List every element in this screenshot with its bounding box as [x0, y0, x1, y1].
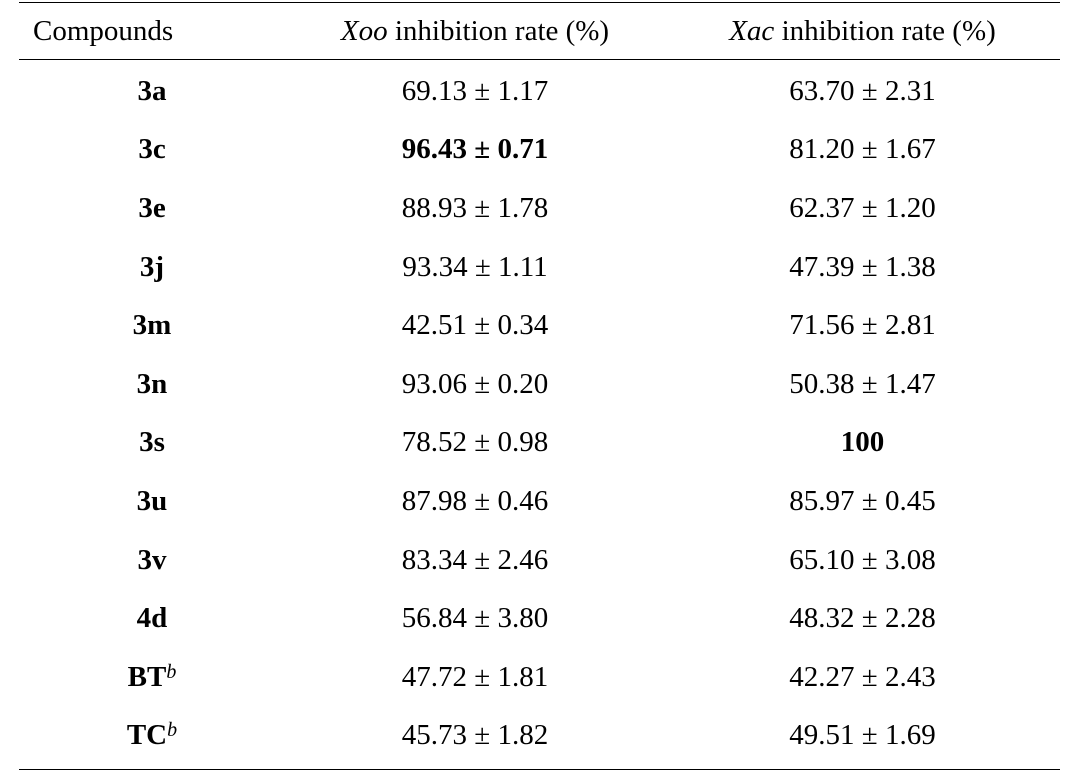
- xoo-cell: 83.34 ± 2.46: [401, 543, 549, 576]
- table-row: 3n 93.06 ± 0.20 50.38 ± 1.47: [19, 355, 1060, 414]
- xac-cell-highlight: 100: [840, 426, 885, 459]
- header-xac-species: Xac: [729, 14, 775, 47]
- compound-cell: 3v: [19, 544, 285, 577]
- xoo-cell: 45.73 ± 1.82: [401, 719, 549, 752]
- header-xac: Xac inhibition rate (%): [665, 15, 1060, 48]
- xoo-cell: 93.06 ± 0.20: [401, 367, 549, 400]
- compound-name: 4d: [136, 602, 168, 635]
- xoo-cell: 42.51 ± 0.34: [401, 309, 549, 342]
- compound-cell: 3a: [19, 75, 285, 108]
- xac-cell: 65.10 ± 3.08: [789, 543, 936, 576]
- header-xoo-species: Xoo: [340, 14, 388, 47]
- xac-cell: 63.70 ± 2.31: [789, 74, 936, 107]
- xoo-cell: 87.98 ± 0.46: [401, 484, 549, 517]
- compound-name: BT: [127, 660, 167, 693]
- table-row: 3s 78.52 ± 0.98 100: [19, 414, 1060, 473]
- compound-name: TC: [126, 719, 168, 752]
- compound-name: 3v: [137, 543, 167, 576]
- compound-name: 3e: [138, 191, 166, 224]
- table-row: 3v 83.34 ± 2.46 65.10 ± 3.08: [19, 531, 1060, 590]
- table-row: 3c 96.43 ± 0.71 81.20 ± 1.67: [19, 121, 1060, 180]
- xac-cell: 85.97 ± 0.45: [789, 484, 936, 517]
- xac-cell: 49.51 ± 1.69: [789, 719, 936, 752]
- xoo-cell: 47.72 ± 1.81: [401, 660, 549, 693]
- table-row: 4d 56.84 ± 3.80 48.32 ± 2.28: [19, 589, 1060, 648]
- footnote-marker: b: [167, 719, 178, 742]
- header-xoo-label: inhibition rate (%): [387, 14, 610, 47]
- compound-cell: BTb: [19, 661, 285, 694]
- table-row: 3e 88.93 ± 1.78 62.37 ± 1.20: [19, 179, 1060, 238]
- xoo-cell: 88.93 ± 1.78: [401, 191, 549, 224]
- compound-cell: 3m: [19, 309, 285, 342]
- compound-cell: 3c: [19, 133, 285, 166]
- compound-name: 3u: [136, 484, 168, 517]
- compound-cell: 3u: [19, 485, 285, 518]
- compound-cell: 3j: [19, 251, 285, 284]
- compound-name: 3n: [136, 367, 168, 400]
- table-row: 3u 87.98 ± 0.46 85.97 ± 0.45: [19, 472, 1060, 531]
- table-row: 3m 42.51 ± 0.34 71.56 ± 2.81: [19, 296, 1060, 355]
- xac-cell: 62.37 ± 1.20: [789, 191, 936, 224]
- top-rule: [19, 2, 1060, 3]
- xac-cell: 42.27 ± 2.43: [789, 660, 936, 693]
- table-row: 3a 69.13 ± 1.17 63.70 ± 2.31: [19, 62, 1060, 121]
- footnote-marker: b: [166, 660, 177, 683]
- table-row: 3j 93.34 ± 1.11 47.39 ± 1.38: [19, 238, 1060, 297]
- xac-cell: 50.38 ± 1.47: [789, 367, 936, 400]
- compound-name: 3s: [139, 426, 165, 459]
- compound-name: 3j: [139, 250, 165, 283]
- table-row: TCb 45.73 ± 1.82 49.51 ± 1.69: [19, 707, 1060, 766]
- header-xac-label: inhibition rate (%): [774, 14, 996, 47]
- header-rule: [19, 59, 1060, 60]
- table-body: 3a 69.13 ± 1.17 63.70 ± 2.31 3c 96.43 ± …: [19, 60, 1060, 769]
- compound-cell: 3n: [19, 368, 285, 401]
- header-xoo: Xoo inhibition rate (%): [285, 15, 665, 48]
- inhibition-table: Compounds Xoo inhibition rate (%) Xac in…: [19, 2, 1060, 770]
- xoo-cell-highlight: 96.43 ± 0.71: [401, 133, 549, 166]
- xac-cell: 47.39 ± 1.38: [789, 250, 936, 283]
- table-header: Compounds Xoo inhibition rate (%) Xac in…: [19, 3, 1060, 59]
- compound-cell: 3s: [19, 426, 285, 459]
- header-compounds: Compounds: [33, 14, 174, 47]
- xoo-cell: 56.84 ± 3.80: [401, 602, 549, 635]
- table-row: BTb 47.72 ± 1.81 42.27 ± 2.43: [19, 648, 1060, 707]
- compound-cell: TCb: [19, 719, 285, 752]
- compound-name: 3c: [138, 133, 166, 166]
- xac-cell: 48.32 ± 2.28: [789, 602, 936, 635]
- compound-cell: 3e: [19, 192, 285, 225]
- compound-cell: 4d: [19, 602, 285, 635]
- xoo-cell: 93.34 ± 1.11: [402, 250, 548, 283]
- compound-name: 3a: [137, 74, 167, 107]
- xac-cell: 81.20 ± 1.67: [789, 133, 936, 166]
- xac-cell: 71.56 ± 2.81: [789, 309, 936, 342]
- compound-name: 3m: [132, 309, 172, 342]
- xoo-cell: 78.52 ± 0.98: [401, 426, 549, 459]
- xoo-cell: 69.13 ± 1.17: [401, 74, 549, 107]
